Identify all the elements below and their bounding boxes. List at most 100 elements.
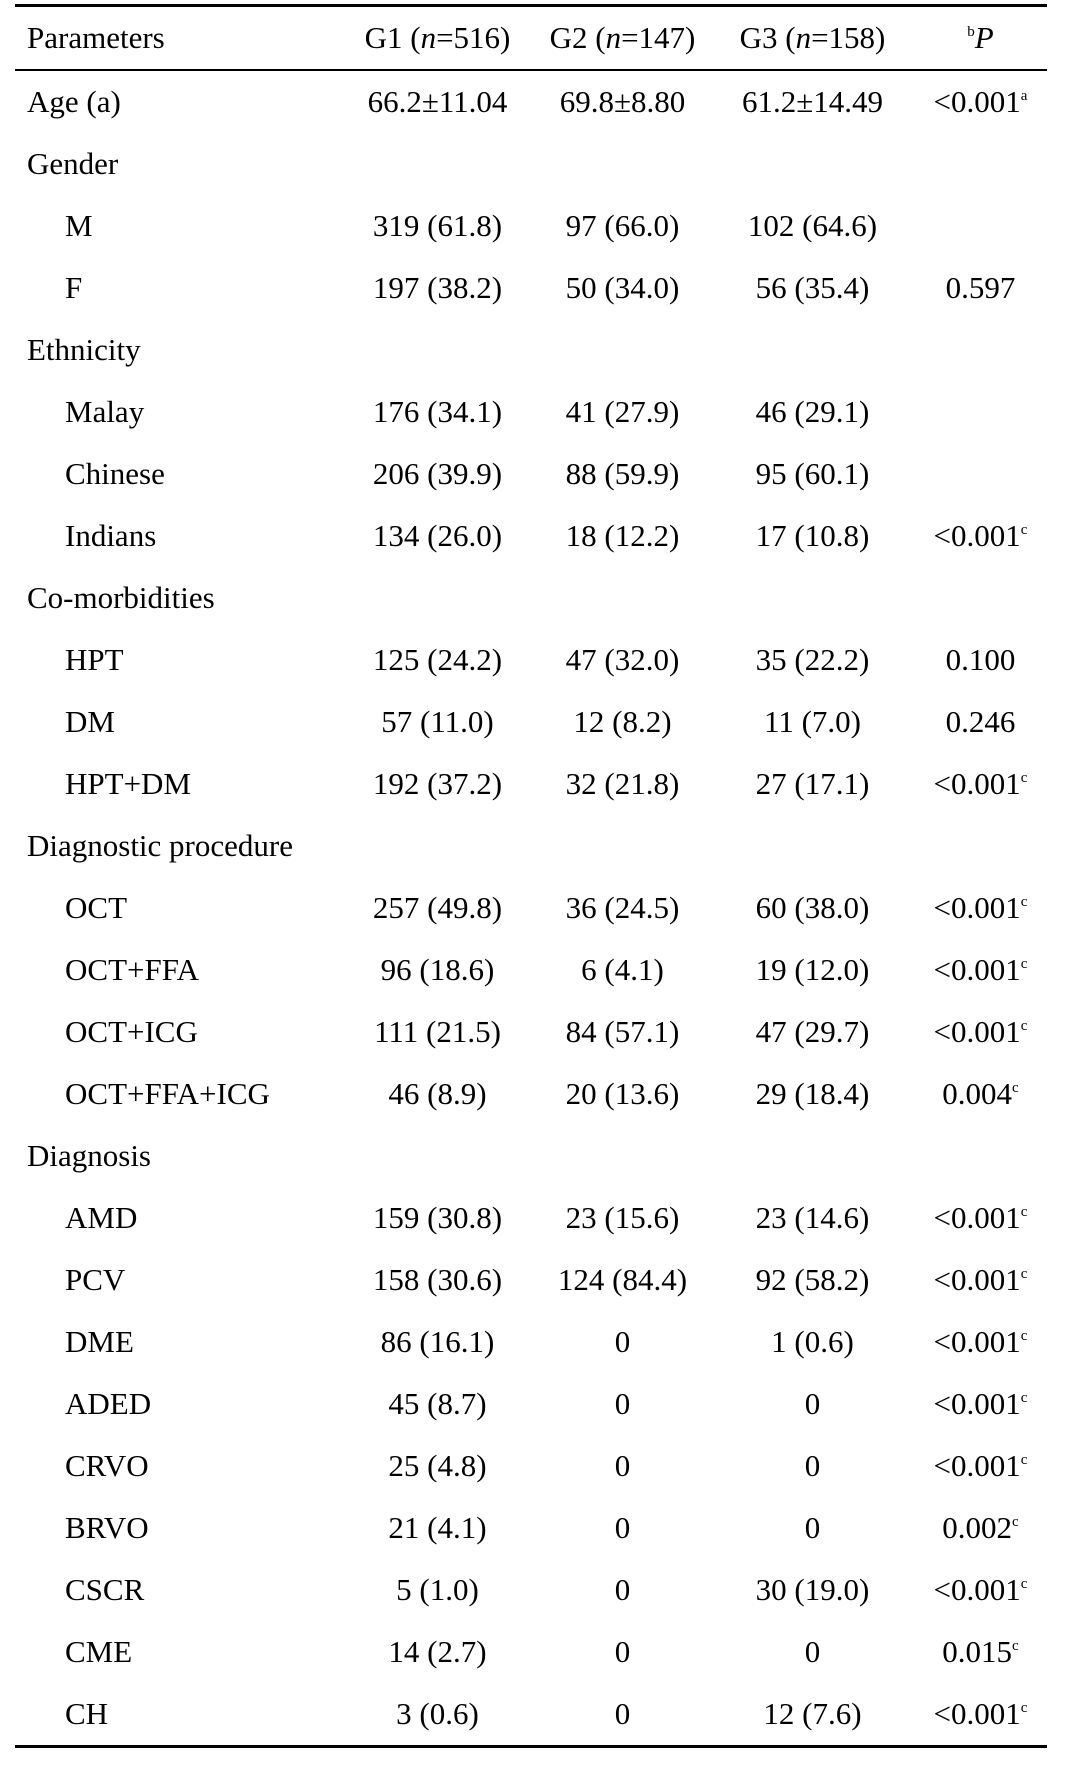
cell-g3: 0 — [804, 1510, 821, 1545]
cell-g1 — [345, 133, 530, 195]
cell-g1: 158 (30.6) — [372, 1262, 503, 1297]
cell-g2: 97 (66.0) — [565, 208, 680, 243]
p-value-text: 0.015 — [942, 1634, 1013, 1669]
cell-p-value — [910, 567, 1047, 629]
cell-g2: 0 — [614, 1696, 631, 1731]
table-row: BRVO 21 (4.1) 0 0 0.002c — [15, 1497, 1047, 1559]
row-sublabel: OCT+FFA — [65, 952, 200, 987]
cell-g2: 18 (12.2) — [565, 518, 680, 553]
p-value-superscript: c — [1020, 1452, 1028, 1468]
cell-p-value: 0.246 — [910, 691, 1047, 753]
cell-p-value — [910, 1125, 1047, 1187]
header-g1: G1 (n=516) — [345, 6, 530, 71]
p-value-text: <0.001 — [933, 1014, 1021, 1049]
cell-g3: 12 (7.6) — [763, 1696, 862, 1731]
row-label: Diagnostic procedure — [27, 828, 293, 863]
parameters-table: Parameters G1 (n=516) G2 (n=147) G3 (n=1… — [15, 4, 1047, 1748]
table-body: Age (a) 66.2±11.04 69.8±8.80 61.2±14.49 <0.0… — [15, 70, 1047, 1747]
cell-p-value: 0.004c — [910, 1063, 1047, 1125]
row-label: Age (a) — [27, 84, 121, 119]
table-row: Diagnostic procedure — [15, 815, 1047, 877]
cell-g3: 46 (29.1) — [755, 394, 870, 429]
header-g3-n: n — [795, 20, 812, 55]
cell-g2: 0 — [614, 1386, 631, 1421]
cell-g3: 102 (64.6) — [747, 208, 878, 243]
p-value-text: <0.001 — [933, 1200, 1021, 1235]
cell-g1: 66.2±11.04 — [367, 84, 508, 119]
p-value-text: 0.004 — [942, 1076, 1013, 1111]
cell-g1: 176 (34.1) — [372, 394, 503, 429]
table-row: Malay 176 (34.1) 41 (27.9) 46 (29.1) — [15, 381, 1047, 443]
cell-g1: 57 (11.0) — [381, 704, 494, 739]
cell-g1: 46 (8.9) — [388, 1076, 487, 1111]
p-value-text: <0.001 — [933, 952, 1021, 987]
cell-p-value: <0.001a — [910, 70, 1047, 133]
cell-g1: 125 (24.2) — [372, 642, 503, 677]
cell-g1: 96 (18.6) — [380, 952, 495, 987]
cell-g1: 21 (4.1) — [388, 1510, 487, 1545]
cell-g3: 35 (22.2) — [755, 642, 870, 677]
row-label: Gender — [27, 146, 119, 181]
table-row: CME 14 (2.7) 0 0 0.015c — [15, 1621, 1047, 1683]
cell-p-value: <0.001c — [910, 505, 1047, 567]
cell-g3: 61.2±14.49 — [741, 84, 883, 119]
cell-g2: 0 — [614, 1448, 631, 1483]
table-row: ADED 45 (8.7) 0 0 <0.001c — [15, 1373, 1047, 1435]
cell-g1 — [345, 1125, 530, 1187]
data-table-container: Parameters G1 (n=516) G2 (n=147) G3 (n=1… — [15, 4, 1055, 1748]
row-sublabel: BRVO — [65, 1510, 149, 1545]
table-row: OCT 257 (49.8) 36 (24.5) 60 (38.0) <0.001c — [15, 877, 1047, 939]
table-row: HPT 125 (24.2) 47 (32.0) 35 (22.2) 0.100 — [15, 629, 1047, 691]
cell-g3: 47 (29.7) — [755, 1014, 870, 1049]
header-g1-prefix: G1 ( — [364, 20, 421, 55]
cell-p-value: <0.001c — [910, 1435, 1047, 1497]
p-value-superscript: c — [1020, 1576, 1028, 1592]
cell-g3: 30 (19.0) — [755, 1572, 870, 1607]
p-value-text: <0.001 — [933, 1572, 1021, 1607]
cell-g3: 95 (60.1) — [755, 456, 870, 491]
cell-g3: 0 — [804, 1386, 821, 1421]
table-row: Diagnosis — [15, 1125, 1047, 1187]
cell-g3: 19 (12.0) — [755, 952, 870, 987]
row-sublabel: OCT+ICG — [65, 1014, 198, 1049]
table-row: M 319 (61.8) 97 (66.0) 102 (64.6) — [15, 195, 1047, 257]
cell-p-value: <0.001c — [910, 1311, 1047, 1373]
cell-g2: 84 (57.1) — [565, 1014, 680, 1049]
cell-g1 — [345, 567, 530, 629]
cell-g2 — [530, 1125, 715, 1187]
row-sublabel: CRVO — [65, 1448, 149, 1483]
p-value-superscript: c — [1020, 522, 1028, 538]
cell-p-value: <0.001c — [910, 939, 1047, 1001]
row-sublabel: HPT+DM — [65, 766, 191, 801]
cell-p-value: <0.001c — [910, 1187, 1047, 1249]
row-sublabel: CH — [65, 1696, 109, 1731]
cell-p-value: 0.002c — [910, 1497, 1047, 1559]
cell-g3: 29 (18.4) — [755, 1076, 870, 1111]
table-row: Co-morbidities — [15, 567, 1047, 629]
cell-p-value: 0.597 — [910, 257, 1047, 319]
row-sublabel: Malay — [65, 394, 145, 429]
p-value-text: 0.100 — [945, 642, 1016, 677]
header-g3-prefix: G3 ( — [739, 20, 796, 55]
row-sublabel: F — [65, 270, 83, 305]
row-sublabel: PCV — [65, 1262, 126, 1297]
p-value-text: 0.002 — [942, 1510, 1013, 1545]
cell-g3 — [715, 567, 910, 629]
table-row: AMD 159 (30.8) 23 (15.6) 23 (14.6) <0.001c — [15, 1187, 1047, 1249]
p-value-text: <0.001 — [933, 518, 1021, 553]
table-row: CH 3 (0.6) 0 12 (7.6) <0.001c — [15, 1683, 1047, 1747]
row-sublabel: DME — [65, 1324, 134, 1359]
cell-p-value — [910, 133, 1047, 195]
row-sublabel: OCT+FFA+ICG — [65, 1076, 270, 1111]
cell-g2: 124 (84.4) — [557, 1262, 688, 1297]
p-value-superscript: c — [1012, 1514, 1019, 1530]
cell-g1: 14 (2.7) — [388, 1634, 487, 1669]
cell-g1: 25 (4.8) — [388, 1448, 487, 1483]
header-p-superscript: b — [967, 24, 975, 40]
table-row: HPT+DM 192 (37.2) 32 (21.8) 27 (17.1) <0.001… — [15, 753, 1047, 815]
row-sublabel: CSCR — [65, 1572, 145, 1607]
row-label: Ethnicity — [27, 332, 141, 367]
p-value-superscript: c — [1020, 770, 1028, 786]
table-row: OCT+FFA+ICG 46 (8.9) 20 (13.6) 29 (18.4) 0.0… — [15, 1063, 1047, 1125]
cell-g2: 23 (15.6) — [565, 1200, 680, 1235]
